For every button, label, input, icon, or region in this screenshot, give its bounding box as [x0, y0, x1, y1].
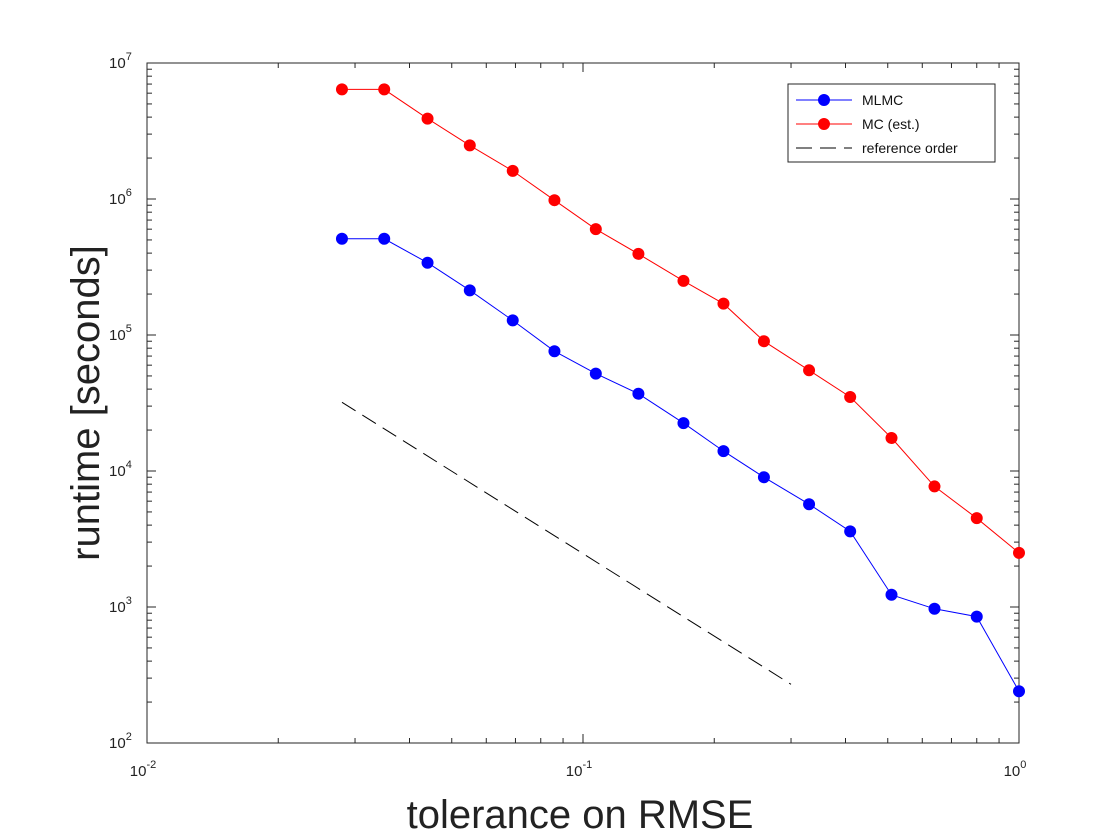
data-point-mc-est: [378, 83, 391, 96]
y-tick-label-exponent: 3: [126, 595, 132, 607]
data-point-mc-est: [506, 164, 519, 177]
legend-label-mlmc: MLMC: [862, 92, 903, 108]
y-tick-label-base: 10: [109, 327, 126, 344]
data-point-mc-est: [928, 480, 941, 493]
data-point-mc-est: [970, 512, 983, 525]
y-tick-label-base: 10: [109, 463, 126, 480]
y-tick-label-exponent: 5: [126, 323, 132, 335]
data-point-mlmc: [885, 588, 898, 601]
legend-label-reference-order: reference order: [862, 140, 958, 156]
data-point-mc-est: [421, 112, 434, 125]
x-tick-label-exponent: 0: [1020, 759, 1026, 771]
y-tick-label-base: 10: [109, 735, 126, 752]
x-tick-label: 10-2: [130, 759, 156, 780]
x-tick-label: 10-1: [566, 759, 592, 780]
y-tick-label: 103: [109, 595, 132, 616]
x-tick-label-base: 10: [130, 763, 147, 780]
data-point-mc-est: [463, 139, 476, 152]
data-point-mlmc: [803, 498, 816, 511]
data-point-mlmc: [421, 256, 434, 269]
x-tick-label-exponent: -1: [582, 759, 592, 771]
y-tick-label-base: 10: [109, 55, 126, 72]
y-tick-label-exponent: 4: [126, 459, 132, 471]
data-point-mlmc: [632, 387, 645, 400]
data-point-mc-est: [677, 274, 690, 287]
data-point-mlmc: [757, 471, 770, 484]
legend-marker-mc-est: [818, 118, 830, 130]
data-point-mc-est: [885, 431, 898, 444]
y-tick-label: 104: [109, 459, 132, 480]
data-point-mlmc: [463, 284, 476, 297]
data-point-mlmc: [970, 610, 983, 623]
data-point-mlmc: [548, 345, 561, 358]
data-point-mc-est: [335, 83, 348, 96]
data-point-mlmc: [506, 314, 519, 327]
data-point-mlmc: [677, 417, 690, 430]
data-point-mlmc: [844, 525, 857, 538]
data-point-mc-est: [589, 223, 602, 236]
data-point-mc-est: [717, 297, 730, 310]
data-point-mc-est: [548, 194, 561, 207]
data-point-mlmc: [928, 602, 941, 615]
data-point-mc-est: [632, 247, 645, 260]
data-point-mc-est: [757, 335, 770, 348]
y-tick-label: 106: [109, 187, 132, 208]
x-tick-label-exponent: -2: [146, 759, 156, 771]
y-tick-label-exponent: 6: [126, 187, 132, 199]
data-point-mlmc: [1013, 685, 1025, 698]
data-point-mlmc: [717, 445, 730, 458]
y-tick-label: 107: [109, 51, 132, 72]
y-tick-label: 102: [109, 731, 132, 752]
legend: MLMC MC (est.) reference order: [787, 83, 996, 163]
x-tick-label-base: 10: [566, 763, 583, 780]
plot-area: [146, 62, 1020, 744]
series-group: [335, 83, 1025, 698]
data-point-mlmc: [589, 367, 602, 380]
y-tick-label-base: 10: [109, 191, 126, 208]
y-tick-label: 105: [109, 323, 132, 344]
data-point-mlmc: [335, 232, 348, 245]
y-tick-label-exponent: 7: [126, 51, 132, 63]
legend-label-mc-est: MC (est.): [862, 116, 920, 132]
data-point-mc-est: [844, 391, 857, 404]
x-axis-title: tolerance on RMSE: [407, 793, 754, 837]
data-point-mlmc: [378, 232, 391, 245]
x-tick-label-base: 10: [1004, 763, 1021, 780]
data-point-mc-est: [1013, 546, 1025, 559]
data-point-mc-est: [803, 364, 816, 377]
legend-marker-mlmc: [818, 94, 830, 106]
y-tick-label-base: 10: [109, 599, 126, 616]
series-line-reference-order: [341, 401, 792, 685]
y-tick-label-exponent: 2: [126, 731, 132, 743]
x-tick-label: 100: [1004, 759, 1027, 780]
y-axis-title: runtime [seconds]: [64, 245, 108, 561]
